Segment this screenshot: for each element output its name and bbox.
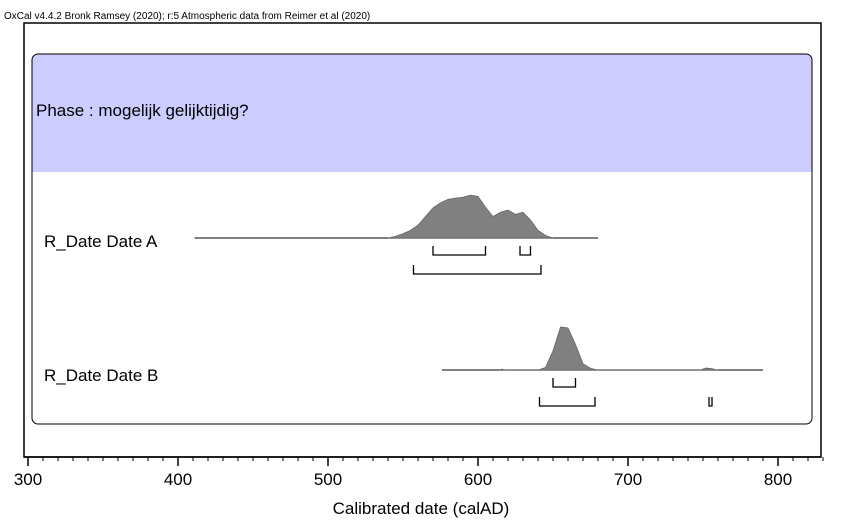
range-95-bracket [708, 397, 713, 407]
tick-label: 800 [764, 470, 792, 489]
probability-distribution [498, 326, 719, 371]
series-label-date-b: R_Date Date B [44, 366, 158, 385]
phase-header [32, 54, 812, 172]
tick-label: 600 [464, 470, 492, 489]
range-68-bracket [432, 246, 487, 256]
series-label-date-a: R_Date Date A [44, 232, 158, 251]
probability-distribution [387, 194, 554, 239]
tick-label: 700 [614, 470, 642, 489]
series-layer [194, 194, 763, 407]
phase-box [31, 53, 813, 425]
credit-line: OxCal v4.4.2 Bronk Ramsey (2020); r:5 At… [4, 11, 370, 22]
phase-label: Phase : mogelijk gelijktijdig? [36, 101, 249, 120]
range-68-bracket [519, 246, 532, 256]
range-95-bracket [412, 265, 542, 275]
x-axis-title: Calibrated date (calAD) [333, 499, 510, 518]
tick-label: 400 [164, 470, 192, 489]
tick-label: 300 [14, 470, 42, 489]
range-68-bracket [552, 378, 577, 388]
range-95-bracket [538, 397, 596, 407]
tick-label: 500 [314, 470, 342, 489]
x-axis-ticks: 300 400 500 600 700 800 [14, 457, 824, 489]
